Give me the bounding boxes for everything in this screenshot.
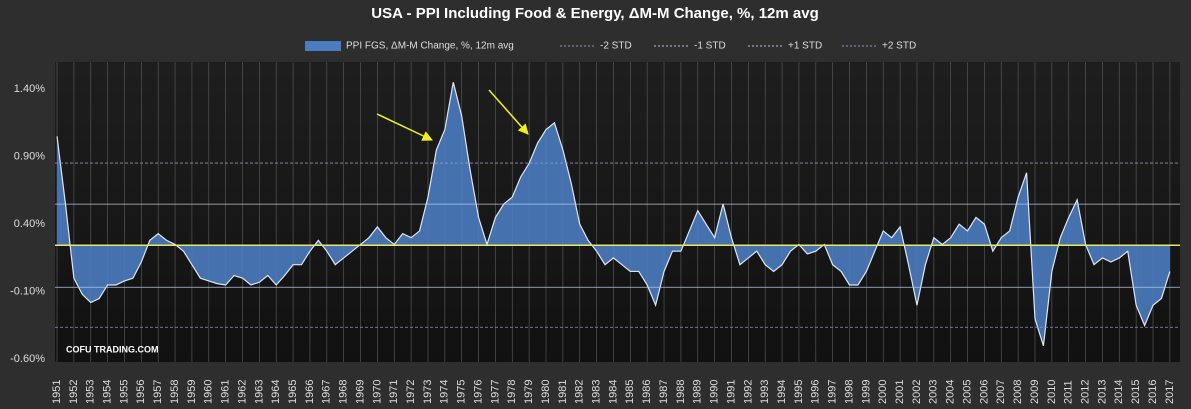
x-tick-label: 1971 xyxy=(388,380,400,404)
x-tick-label: 2013 xyxy=(1096,380,1108,404)
y-tick-label: -0.60% xyxy=(10,353,45,365)
x-tick-label: 2012 xyxy=(1079,380,1091,404)
x-tick-label: 1956 xyxy=(135,380,147,404)
x-tick-label: 1986 xyxy=(641,380,653,404)
chart-title: USA - PPI Including Food & Energy, ΔM-M … xyxy=(371,5,819,22)
x-tick-label: 1979 xyxy=(523,380,535,404)
x-tick-label: 1966 xyxy=(304,380,316,404)
x-tick-label: 1976 xyxy=(472,380,484,404)
y-tick-label: 1.40% xyxy=(14,83,45,95)
x-tick-label: 1959 xyxy=(186,380,198,404)
x-tick-label: 1975 xyxy=(456,380,468,404)
x-tick-label: 1962 xyxy=(236,380,248,404)
x-tick-label: 2003 xyxy=(928,380,940,404)
arrow xyxy=(488,89,529,135)
x-tick-label: 2015 xyxy=(1130,380,1142,404)
x-tick-label: 2008 xyxy=(1012,380,1024,404)
x-tick-label: 1965 xyxy=(287,380,299,404)
legend-label: PPI FGS, ΔM-M Change, %, 12m avg xyxy=(346,41,514,52)
x-tick-label: 1984 xyxy=(607,380,619,404)
x-tick-label: 1978 xyxy=(506,380,518,404)
y-tick-label: 0.90% xyxy=(14,151,45,163)
x-tick-label: 1972 xyxy=(405,380,417,404)
x-tick-label: 1977 xyxy=(489,380,501,404)
watermark: COFU TRADING.COM xyxy=(66,344,159,354)
x-tick-label: 1999 xyxy=(860,380,872,404)
x-tick-label: 2000 xyxy=(877,380,889,404)
x-tick-label: 2001 xyxy=(894,380,906,404)
x-tick-label: 1981 xyxy=(557,380,569,404)
x-tick-label: 1967 xyxy=(321,380,333,404)
x-tick-label: 2002 xyxy=(911,380,923,404)
x-tick-label: 2005 xyxy=(961,380,973,404)
x-tick-label: 1974 xyxy=(439,380,451,404)
x-tick-label: 2010 xyxy=(1046,380,1058,404)
x-tick-label: 1996 xyxy=(810,380,822,404)
x-tick-label: 1998 xyxy=(843,380,855,404)
x-tick-label: 1955 xyxy=(118,380,130,404)
x-tick-label: 2009 xyxy=(1029,380,1041,404)
x-tick-label: 1963 xyxy=(253,380,265,404)
legend-label: +1 STD xyxy=(788,41,822,52)
x-tick-label: 1985 xyxy=(624,380,636,404)
arrow xyxy=(376,113,433,141)
x-tick-label: 1983 xyxy=(590,380,602,404)
x-tick-label: 1953 xyxy=(85,380,97,404)
x-tick-label: 2016 xyxy=(1147,380,1159,404)
x-tick-label: 1995 xyxy=(793,380,805,404)
x-tick-label: 1957 xyxy=(152,380,164,404)
legend-swatch xyxy=(305,41,341,51)
x-tick-label: 2004 xyxy=(945,380,957,404)
x-tick-label: 1960 xyxy=(203,380,215,404)
x-tick-label: 2014 xyxy=(1113,380,1125,404)
x-tick-label: 1970 xyxy=(371,380,383,404)
x-tick-label: 1987 xyxy=(658,380,670,404)
x-tick-label: 1961 xyxy=(220,380,232,404)
x-tick-label: 2006 xyxy=(978,380,990,404)
x-tick-label: 1969 xyxy=(354,380,366,404)
x-tick-label: 1988 xyxy=(675,380,687,404)
x-tick-label: 1989 xyxy=(692,380,704,404)
x-tick-label: 1982 xyxy=(574,380,586,404)
legend-label: +2 STD xyxy=(882,41,916,52)
x-tick-label: 1952 xyxy=(68,380,80,404)
legend-label: -2 STD xyxy=(600,41,632,52)
x-tick-label: 1990 xyxy=(709,380,721,404)
x-tick-label: 1992 xyxy=(742,380,754,404)
x-tick-label: 1991 xyxy=(725,380,737,404)
x-tick-label: 1968 xyxy=(338,380,350,404)
y-tick-label: 0.40% xyxy=(14,218,45,230)
x-tick-label: 1993 xyxy=(759,380,771,404)
x-tick-label: 1951 xyxy=(51,380,63,404)
line xyxy=(56,82,1171,346)
y-tick-label: -0.10% xyxy=(10,286,45,298)
x-tick-label: 2017 xyxy=(1164,380,1176,404)
x-tick-label: 1973 xyxy=(422,380,434,404)
x-tick-label: 2011 xyxy=(1063,380,1075,404)
x-tick-label: 1997 xyxy=(827,380,839,404)
x-tick-label: 2007 xyxy=(995,380,1007,404)
x-tick-label: 1964 xyxy=(270,380,282,404)
x-tick-label: 1958 xyxy=(169,380,181,404)
legend-label: -1 STD xyxy=(694,41,726,52)
x-tick-label: 1994 xyxy=(776,380,788,404)
x-tick-label: 1954 xyxy=(102,380,114,404)
x-tick-label: 1980 xyxy=(540,380,552,404)
plot-area xyxy=(55,62,1180,362)
